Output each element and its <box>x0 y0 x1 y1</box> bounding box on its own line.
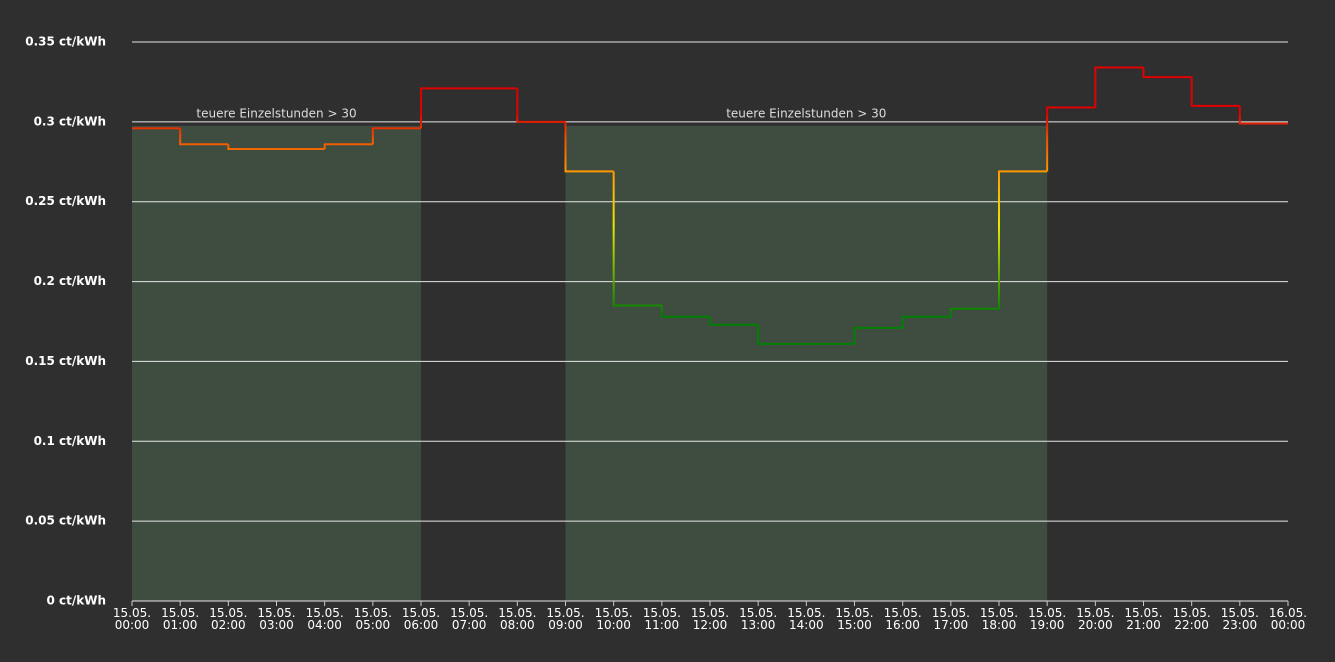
x-tick-label: 16.05. 00:00 <box>1269 606 1307 632</box>
x-tick-label: 15.05. 15:00 <box>835 606 873 632</box>
y-tick-label: 0.35 ct/kWh <box>25 35 106 49</box>
mark-area-label: teuere Einzelstunden > 30 <box>726 106 886 120</box>
step-segment <box>660 305 710 318</box>
x-tick-label: 15.05. 08:00 <box>498 606 536 632</box>
x-tick-label: 15.05. 00:00 <box>113 606 151 632</box>
x-tick-label: 15.05. 10:00 <box>595 606 633 632</box>
step-segment <box>1046 106 1096 172</box>
step-segment <box>323 143 373 150</box>
step-segment <box>998 170 1048 309</box>
x-tick-label: 15.05. 16:00 <box>884 606 922 632</box>
x-tick-label: 15.05. 13:00 <box>739 606 777 632</box>
x-tick-label: 15.05. 07:00 <box>450 606 488 632</box>
step-segment <box>757 324 807 345</box>
step-segment <box>1190 77 1240 107</box>
y-tick-label: 0.25 ct/kWh <box>25 194 106 208</box>
step-segment <box>516 88 566 123</box>
step-segment <box>901 315 951 328</box>
x-tick-label: 15.05. 17:00 <box>932 606 970 632</box>
mark-area <box>565 125 1048 601</box>
x-tick-label: 15.05. 23:00 <box>1221 606 1259 632</box>
step-segment <box>853 326 903 344</box>
step-segment <box>564 121 614 173</box>
x-tick-label: 15.05. 14:00 <box>787 606 825 632</box>
step-segment <box>420 87 470 129</box>
step-segment <box>1094 66 1144 108</box>
x-tick-label: 15.05. 18:00 <box>980 606 1018 632</box>
x-tick-label: 15.05. 19:00 <box>1028 606 1066 632</box>
x-tick-label: 15.05. 04:00 <box>306 606 344 632</box>
x-tick-label: 15.05. 01:00 <box>161 606 199 632</box>
step-segment <box>227 144 277 151</box>
x-tick-label: 15.05. 12:00 <box>691 606 729 632</box>
step-segment <box>1142 67 1192 79</box>
mark-area <box>132 125 421 601</box>
x-tick-label: 15.05. 02:00 <box>209 606 247 632</box>
x-tick-label: 15.05. 09:00 <box>546 606 584 632</box>
x-tick-label: 15.05. 03:00 <box>257 606 295 632</box>
y-tick-label: 0 ct/kWh <box>46 594 106 608</box>
step-segment <box>612 171 662 307</box>
x-tick-label: 15.05. 11:00 <box>643 606 681 632</box>
y-tick-label: 0.3 ct/kWh <box>34 114 106 128</box>
x-tick-label: 15.05. 20:00 <box>1076 606 1114 632</box>
y-tick-label: 0.1 ct/kWh <box>34 434 106 448</box>
step-segment <box>709 316 759 326</box>
step-segment <box>1238 105 1288 125</box>
x-tick-label: 15.05. 21:00 <box>1124 606 1162 632</box>
step-segment <box>949 307 999 317</box>
x-tick-label: 15.05. 06:00 <box>402 606 440 632</box>
y-tick-label: 0.15 ct/kWh <box>25 354 106 368</box>
y-tick-label: 0.2 ct/kWh <box>34 274 106 288</box>
mark-area-label: teuere Einzelstunden > 30 <box>196 106 356 120</box>
step-segment <box>179 128 229 146</box>
x-tick-label: 15.05. 05:00 <box>354 606 392 632</box>
step-segment <box>371 127 421 145</box>
y-tick-label: 0.05 ct/kWh <box>25 514 106 528</box>
x-tick-label: 15.05. 22:00 <box>1173 606 1211 632</box>
